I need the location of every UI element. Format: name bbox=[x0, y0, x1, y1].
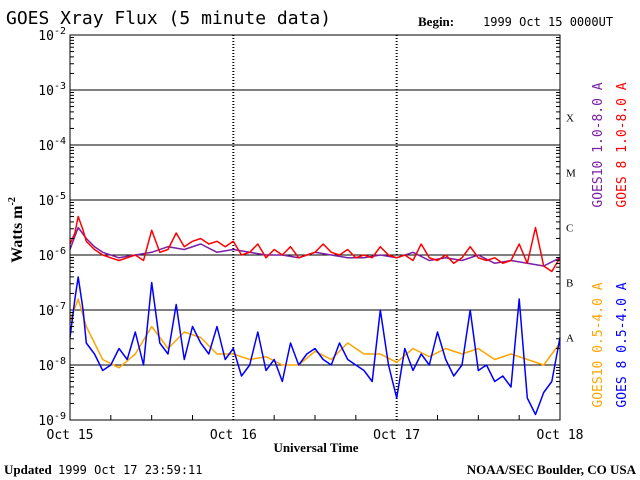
y-tick-base: 10 bbox=[38, 414, 54, 429]
y-axis-label-group: Watts m-2 bbox=[7, 197, 26, 263]
y-tick-exponent: -4 bbox=[54, 136, 66, 147]
y-tick-label: 10-6 bbox=[38, 246, 66, 264]
y-tick-label: 10-7 bbox=[38, 301, 66, 319]
y-tick-exponent: -6 bbox=[54, 246, 66, 257]
begin-label: Begin: bbox=[418, 14, 454, 29]
y-tick-exponent: -8 bbox=[54, 356, 66, 367]
y-tick-base: 10 bbox=[38, 29, 54, 44]
x-axis-label: Universal Time bbox=[273, 440, 358, 455]
y-tick-exponent: -5 bbox=[54, 191, 66, 202]
x-tick-label: Oct 16 bbox=[210, 428, 257, 443]
y-tick-label: 10-4 bbox=[38, 136, 66, 154]
legend: GOES10 1.0-8.0 A GOES 8 1.0-8.0 A GOES10 0… bbox=[591, 82, 630, 407]
chart-title: GOES Xray Flux (5 minute data) bbox=[6, 8, 331, 29]
legend-entry-3: GOES 8 0.5-4.0 A bbox=[615, 282, 630, 407]
y-tick-base: 10 bbox=[38, 84, 54, 99]
y-tick-base: 10 bbox=[38, 249, 54, 264]
flare-class-label: X bbox=[566, 113, 574, 125]
y-tick-label: 10-9 bbox=[38, 411, 66, 429]
y-tick-label: 10-3 bbox=[38, 81, 66, 99]
series-line-1 bbox=[69, 215, 561, 273]
credit-text: NOAA/SEC Boulder, CO USA bbox=[467, 462, 637, 477]
y-tick-exponent: -2 bbox=[54, 26, 66, 37]
flare-class-label: A bbox=[566, 333, 574, 345]
y-tick-exponent: -9 bbox=[54, 411, 66, 422]
y-tick-label: 10-2 bbox=[38, 26, 66, 44]
y-tick-label: 10-8 bbox=[38, 356, 66, 374]
flare-class-label: M bbox=[566, 168, 576, 180]
y-tick-exponent: -7 bbox=[54, 301, 66, 312]
legend-entry-2: GOES10 0.5-4.0 A bbox=[591, 282, 606, 407]
y-tick-label: 10-5 bbox=[38, 191, 66, 209]
flare-class-label: C bbox=[566, 223, 573, 235]
y-tick-base: 10 bbox=[38, 359, 54, 374]
legend-entry-0: GOES10 1.0-8.0 A bbox=[591, 82, 606, 207]
series-line-3 bbox=[69, 276, 561, 416]
y-axis-label-text: Watts m bbox=[9, 205, 26, 263]
updated-value: 1999 Oct 17 23:59:11 bbox=[58, 463, 203, 477]
series-layer bbox=[69, 215, 561, 416]
y-tick-base: 10 bbox=[38, 304, 54, 319]
flare-class-label: B bbox=[566, 278, 573, 290]
y-tick-base: 10 bbox=[38, 194, 54, 209]
x-tick-label: Oct 15 bbox=[47, 428, 94, 443]
x-tick-label: Oct 17 bbox=[373, 428, 420, 443]
begin-value: 1999 Oct 15 0000UT bbox=[483, 15, 613, 29]
y-tick-base: 10 bbox=[38, 139, 54, 154]
y-tick-exponent: -3 bbox=[54, 81, 66, 92]
y-axis-label-exponent: -2 bbox=[7, 197, 18, 205]
updated-label: Updated bbox=[4, 462, 52, 477]
legend-entry-1: GOES 8 1.0-8.0 A bbox=[615, 82, 630, 207]
x-tick-label: Oct 18 bbox=[537, 428, 584, 443]
y-axis-label: Watts m-2 bbox=[7, 197, 26, 263]
